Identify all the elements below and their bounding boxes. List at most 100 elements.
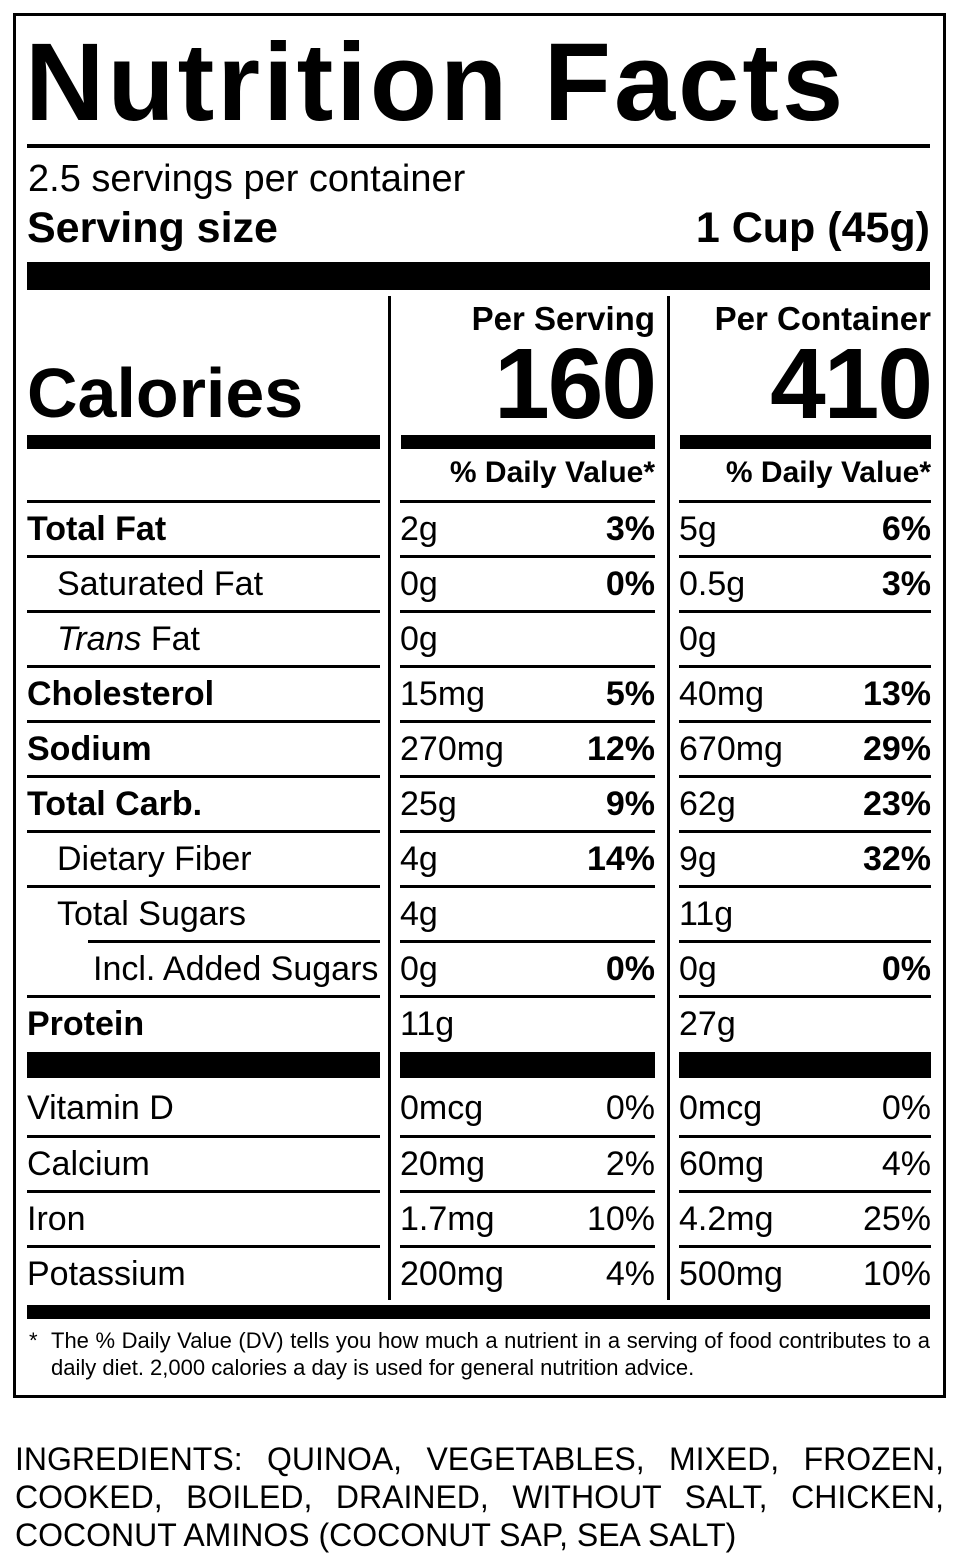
daily-value: 4% (605, 1255, 655, 1294)
daily-value-header: % Daily Value* (449, 456, 655, 490)
calories-per-container: 410 (770, 328, 933, 441)
amount: 200mg (400, 1255, 504, 1294)
calories-underbar (27, 435, 380, 450)
daily-value: 2% (605, 1145, 655, 1184)
daily-value: 10% (586, 1200, 655, 1239)
value-row: 0g (679, 610, 931, 665)
amount: 0.5g (679, 565, 746, 604)
amount: 11g (679, 895, 734, 934)
daily-value: 0% (881, 950, 931, 989)
daily-value: 29% (862, 730, 931, 769)
vitamin-row: Iron (27, 1190, 380, 1245)
nutrient-name: Cholesterol (27, 675, 215, 714)
vitamin-row: Calcium (27, 1135, 380, 1190)
amount: 0g (400, 950, 438, 989)
section-divider-bar (400, 1050, 655, 1080)
amount: 4g (400, 840, 438, 879)
serving-size-value: 1 Cup (45g) (695, 204, 930, 253)
amount: 0g (679, 950, 717, 989)
value-row: 0mcg 0% (400, 1080, 655, 1135)
value-row: 0g (400, 610, 655, 665)
amount: 500mg (679, 1255, 783, 1294)
amount: 1.7mg (400, 1200, 495, 1239)
amount: 0mcg (679, 1088, 763, 1127)
amount: 40mg (679, 675, 765, 714)
value-row: 670mg 29% (679, 720, 931, 775)
calories-label: Calories (27, 354, 304, 433)
value-row: 500mg 10% (679, 1245, 931, 1300)
nutrient-name: Sodium (27, 730, 152, 769)
amount: 62g (679, 785, 736, 824)
amount: 60mg (679, 1145, 765, 1184)
value-row: 15mg 5% (400, 665, 655, 720)
separator-bar-top (27, 262, 930, 291)
daily-value: 10% (862, 1255, 931, 1294)
calories-underbar (680, 435, 931, 450)
calories-underbar (401, 435, 655, 450)
daily-value: 6% (881, 510, 931, 549)
vitamin-name: Potassium (27, 1255, 186, 1294)
value-row: 20mg 2% (400, 1135, 655, 1190)
nutrient-row: Dietary Fiber (27, 830, 380, 885)
daily-value: 9% (605, 785, 655, 824)
nutrition-table: Calories Total Fat Saturated Fat Trans F… (16, 296, 943, 1301)
vitamin-name: Vitamin D (27, 1088, 174, 1127)
value-row: 40mg 13% (679, 665, 931, 720)
per-serving-header-cell: Per Serving 160 % Daily Value* (391, 296, 667, 500)
daily-value: 4% (881, 1145, 931, 1184)
title-rule (27, 143, 930, 148)
daily-value: 3% (881, 565, 931, 604)
value-row: 11g (679, 885, 931, 940)
section-divider-bar (27, 1050, 380, 1080)
value-row: 11g (400, 995, 655, 1050)
per-container-header-cell: Per Container 410 % Daily Value* (670, 296, 943, 500)
value-row: 0g 0% (400, 555, 655, 610)
value-row: 60mg 4% (679, 1135, 931, 1190)
amount: 0mcg (400, 1088, 484, 1127)
nutrient-name: Total Sugars (57, 895, 246, 934)
nutrient-row: Cholesterol (27, 665, 380, 720)
nutrient-name: Trans Fat (57, 622, 200, 656)
daily-value: 0% (605, 565, 655, 604)
amount: 0g (400, 620, 438, 659)
footnote-asterisk: * (29, 1328, 38, 1354)
amount: 20mg (400, 1145, 486, 1184)
nutrient-row: Total Sugars (27, 885, 380, 940)
nutrient-name: Total Fat (27, 510, 167, 549)
amount: 270mg (400, 730, 504, 769)
separator-bar-bottom (27, 1305, 930, 1320)
vitamin-name: Iron (27, 1200, 86, 1239)
amount: 9g (679, 840, 717, 879)
calories-per-serving: 160 (494, 328, 657, 441)
nutrient-row: Protein (27, 995, 380, 1050)
ingredients-text: INGREDIENTS: QUINOA, VEGETABLES, MIXED, … (15, 1441, 944, 1554)
vitamin-row: Vitamin D (27, 1080, 380, 1135)
per-container-header: Per Container (714, 300, 931, 338)
daily-value: 25% (862, 1200, 931, 1239)
servings-per-container: 2.5 servings per container (28, 157, 466, 200)
nutrient-name: Saturated Fat (57, 565, 264, 604)
daily-value: 5% (605, 675, 655, 714)
vitamin-row: Potassium (27, 1245, 380, 1300)
value-row: 0g 0% (679, 940, 931, 995)
nutrient-name: Incl. Added Sugars (93, 950, 379, 989)
amount: 0g (400, 565, 438, 604)
vitamin-name: Calcium (27, 1145, 150, 1184)
label-title: Nutrition Facts (25, 21, 847, 144)
value-row: 4.2mg 25% (679, 1190, 931, 1245)
nutrient-row: Incl. Added Sugars (88, 940, 380, 995)
nutrient-row: Saturated Fat (27, 555, 380, 610)
amount: 25g (400, 785, 457, 824)
amount: 11g (400, 1005, 455, 1044)
amount: 2g (400, 510, 438, 549)
value-row: 2g 3% (400, 500, 655, 555)
amount: 27g (679, 1005, 736, 1044)
daily-value-header: % Daily Value* (725, 456, 931, 490)
daily-value: 0% (881, 1088, 931, 1127)
nutrient-name: Dietary Fiber (57, 840, 252, 879)
nutrient-name: Protein (27, 1005, 145, 1044)
nutrition-facts-label: Nutrition Facts 2.5 servings per contain… (13, 13, 946, 1399)
amount: 15mg (400, 675, 486, 714)
daily-value: 32% (862, 840, 931, 879)
value-row: 9g 32% (679, 830, 931, 885)
